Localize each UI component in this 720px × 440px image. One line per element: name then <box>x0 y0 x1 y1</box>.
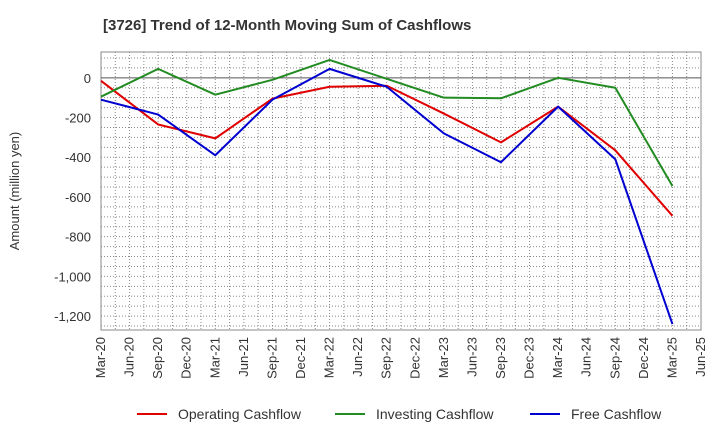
x-tick-label: Mar-21 <box>207 337 222 378</box>
y-tick-label: -600 <box>65 190 91 205</box>
grid-layer <box>100 52 702 330</box>
y-tick-label: 0 <box>84 71 91 86</box>
x-tick-labels: Mar-20 Jun-20 Sep-20 Dec-20 Mar-21 Jun-21 Sep-… <box>93 337 708 379</box>
y-axis-label: Amount (million yen) <box>7 132 22 251</box>
x-tick-label: Dec-21 <box>293 337 308 379</box>
x-tick-label: Jun-21 <box>236 337 251 377</box>
x-tick-label: Jun-23 <box>464 337 479 377</box>
x-tick-label: Sep-22 <box>379 337 394 379</box>
y-tick-label: -800 <box>65 230 91 245</box>
y-tick-label: -1,000 <box>54 269 91 284</box>
x-tick-label: Mar-24 <box>550 337 565 378</box>
series-line-free-cashflow <box>100 67 674 325</box>
y-tick-label: -1,200 <box>54 309 91 324</box>
series-layer <box>100 58 674 325</box>
x-tick-label: Sep-23 <box>493 337 508 379</box>
x-tick-label: Mar-22 <box>322 337 337 378</box>
legend: Operating Cashflow Investing Cashflow Free… <box>137 406 662 422</box>
y-tick-labels: 0 -200 -400 -600 -800 -1,000 -1,200 <box>54 71 91 324</box>
x-tick-label: Sep-20 <box>150 337 165 379</box>
x-tick-label: Sep-21 <box>264 337 279 379</box>
x-tick-label: Mar-20 <box>93 337 108 378</box>
x-tick-label: Dec-23 <box>522 337 537 379</box>
x-tick-label: Jun-24 <box>579 337 594 377</box>
x-tick-label: Dec-20 <box>179 337 194 379</box>
x-tick-label: Mar-25 <box>664 337 679 378</box>
legend-label-investing-cashflow: Investing Cashflow <box>376 406 494 422</box>
x-tick-label: Jun-25 <box>693 337 708 377</box>
x-tick-label: Jun-22 <box>350 337 365 377</box>
x-tick-label: Jun-20 <box>122 337 137 377</box>
x-tick-label: Dec-24 <box>636 337 651 379</box>
chart-title: [3726] Trend of 12-Month Moving Sum of C… <box>103 17 471 34</box>
series-line-investing-cashflow <box>100 58 674 187</box>
legend-label-operating-cashflow: Operating Cashflow <box>178 406 302 422</box>
x-tick-label: Dec-22 <box>407 337 422 379</box>
legend-label-free-cashflow: Free Cashflow <box>571 406 662 422</box>
x-tick-label: Mar-23 <box>436 337 451 378</box>
x-tick-label: Sep-24 <box>607 337 622 379</box>
y-tick-label: -200 <box>65 111 91 126</box>
y-tick-label: -400 <box>65 150 91 165</box>
